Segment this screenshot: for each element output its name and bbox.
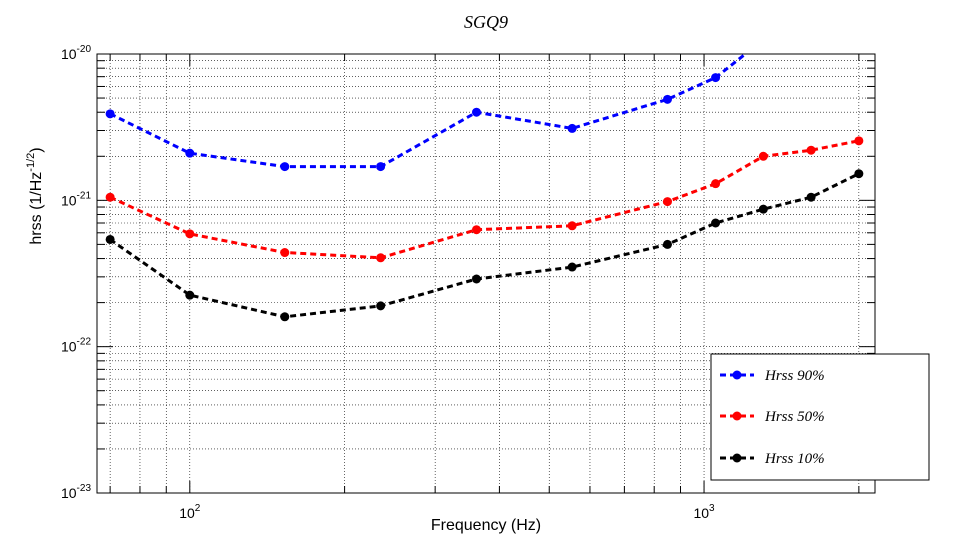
legend-label-hrss-90: Hrss 90% bbox=[764, 368, 825, 384]
x-tick-label-base: 10 bbox=[693, 505, 709, 521]
legend-label-hrss-50: Hrss 50% bbox=[764, 409, 825, 425]
data-point-hrss-50 bbox=[376, 253, 386, 263]
y-tick-label-exponent: -21 bbox=[77, 190, 92, 201]
y-tick-label-exponent: -23 bbox=[77, 483, 92, 494]
data-point-hrss-10 bbox=[854, 169, 864, 179]
data-point-hrss-50 bbox=[105, 192, 115, 202]
legend-marker-hrss-10 bbox=[732, 453, 742, 463]
x-tick-label: 103 bbox=[693, 503, 715, 521]
data-point-hrss-10 bbox=[471, 274, 481, 284]
data-point-hrss-10 bbox=[105, 234, 115, 244]
y-axis-label-close: ) bbox=[28, 147, 45, 152]
x-tick-label-exponent: 2 bbox=[195, 503, 201, 514]
data-point-hrss-90 bbox=[567, 123, 577, 133]
series-line-hrss-10 bbox=[109, 172, 860, 319]
y-axis-label-exponent: -1/2 bbox=[25, 153, 37, 172]
data-point-hrss-90 bbox=[105, 109, 115, 119]
data-point-hrss-50 bbox=[185, 229, 195, 239]
y-tick-label-base: 10 bbox=[61, 339, 77, 355]
legend-entry-hrss-10: Hrss 10% bbox=[720, 451, 825, 467]
grid bbox=[97, 53, 875, 494]
data-point-hrss-50 bbox=[806, 145, 816, 155]
data-point-hrss-90 bbox=[471, 107, 481, 117]
legend-entry-hrss-50: Hrss 50% bbox=[720, 409, 825, 425]
legend-box bbox=[710, 353, 930, 481]
series-hrss-10 bbox=[105, 169, 864, 322]
data-point-hrss-90 bbox=[376, 162, 386, 172]
data-point-hrss-90 bbox=[662, 94, 672, 104]
data-point-hrss-50 bbox=[758, 151, 768, 161]
plot-frame bbox=[96, 53, 876, 494]
data-point-hrss-10 bbox=[185, 290, 195, 300]
axis-ticks bbox=[97, 53, 875, 494]
x-tick-label-base: 10 bbox=[179, 505, 195, 521]
data-point-hrss-50 bbox=[280, 248, 290, 258]
data-point-hrss-50 bbox=[662, 197, 672, 207]
series-hrss-90 bbox=[105, 54, 748, 172]
data-point-hrss-10 bbox=[567, 262, 577, 272]
legend-marker-hrss-50 bbox=[732, 411, 742, 421]
y-tick-label: 10-21 bbox=[61, 190, 91, 208]
x-tick-label: 102 bbox=[179, 503, 201, 521]
legend-entry-hrss-90: Hrss 90% bbox=[720, 368, 825, 384]
y-tick-label-exponent: -22 bbox=[77, 337, 92, 348]
data-point-hrss-10 bbox=[662, 239, 672, 249]
y-tick-label: 10-20 bbox=[61, 44, 91, 62]
data-point-hrss-10 bbox=[758, 204, 768, 214]
legend: Hrss 90% Hrss 50% Hrss 10% bbox=[710, 353, 930, 481]
series-hrss-50 bbox=[105, 136, 864, 263]
data-point-hrss-10 bbox=[376, 301, 386, 311]
chart-title: SGQ9 bbox=[464, 12, 508, 32]
x-tick-label-exponent: 3 bbox=[709, 503, 715, 514]
data-point-hrss-10 bbox=[280, 312, 290, 322]
data-point-hrss-90 bbox=[185, 148, 195, 158]
x-axis-label: Frequency (Hz) bbox=[431, 517, 541, 534]
y-axis-label-text: hrss (1/Hz bbox=[28, 172, 45, 245]
data-point-hrss-10 bbox=[711, 218, 721, 228]
data-point-hrss-50 bbox=[711, 179, 721, 189]
data-point-hrss-50 bbox=[567, 221, 577, 231]
legend-label-hrss-10: Hrss 10% bbox=[764, 451, 825, 467]
y-tick-label-base: 10 bbox=[61, 485, 77, 501]
data-point-hrss-90 bbox=[711, 73, 721, 83]
data-point-hrss-50 bbox=[471, 225, 481, 235]
y-tick-label-base: 10 bbox=[61, 46, 77, 62]
data-point-hrss-10 bbox=[806, 192, 816, 202]
y-tick-label: 10-23 bbox=[61, 483, 91, 501]
series bbox=[105, 54, 864, 322]
y-tick-label-exponent: -20 bbox=[77, 44, 92, 55]
y-tick-label: 10-22 bbox=[61, 337, 91, 355]
data-point-hrss-50 bbox=[854, 136, 864, 146]
y-tick-label-base: 10 bbox=[61, 192, 77, 208]
data-point-hrss-90 bbox=[280, 162, 290, 172]
legend-marker-hrss-90 bbox=[732, 370, 742, 380]
y-axis-label: hrss (1/Hz-1/2) bbox=[25, 147, 45, 244]
series-line-hrss-50 bbox=[109, 139, 860, 260]
